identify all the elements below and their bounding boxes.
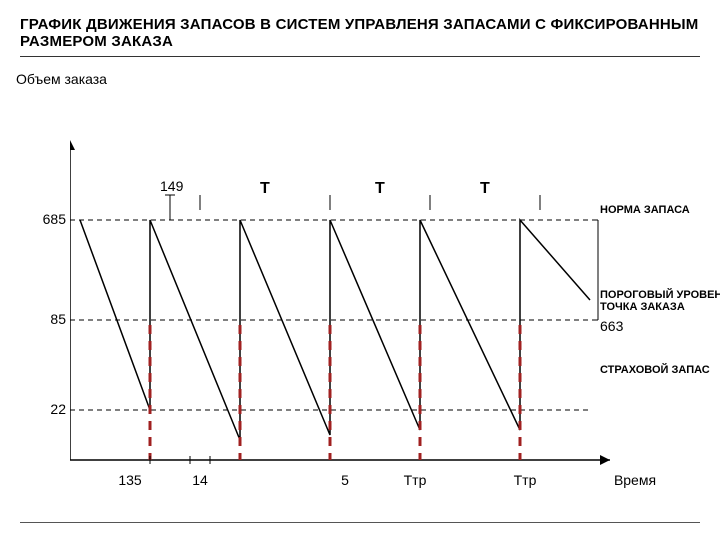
x-tick: 14 [192,472,208,488]
page-title: ГРАФИК ДВИЖЕНИЯ ЗАПАСОВ В СИСТЕМ УПРАВЛЕ… [20,16,700,50]
x-tick: 5 [341,472,349,488]
x-tick: Ттр [514,472,537,488]
x-axis-label: Время [614,472,656,488]
chart-area: 6858522135145ТтрТтрВремя149ТТТНОРМА ЗАПА… [70,140,630,470]
y-axis-label: Объем заказа [0,61,720,87]
y-tick: 22 [32,401,66,417]
chart-svg [70,140,630,500]
title-block: ГРАФИК ДВИЖЕНИЯ ЗАПАСОВ В СИСТЕМ УПРАВЛЕ… [0,0,720,61]
label-149: 149 [160,178,183,194]
cycle-label-T: Т [375,180,385,198]
x-tick: 135 [118,472,141,488]
right-label: ПОРОГОВЫЙ УРОВЕНЬТОЧКА ЗАКАЗА [600,289,720,313]
y-tick: 685 [32,211,66,227]
label-663: 663 [600,318,623,334]
footer-line [20,522,700,523]
cycle-label-T: Т [260,180,270,198]
right-label: НОРМА ЗАПАСА [600,204,690,216]
right-label: СТРАХОВОЙ ЗАПАС [600,364,710,376]
cycle-label-T: Т [480,180,490,198]
title-underline [20,56,700,57]
x-tick: Ттр [404,472,427,488]
y-tick: 85 [32,311,66,327]
